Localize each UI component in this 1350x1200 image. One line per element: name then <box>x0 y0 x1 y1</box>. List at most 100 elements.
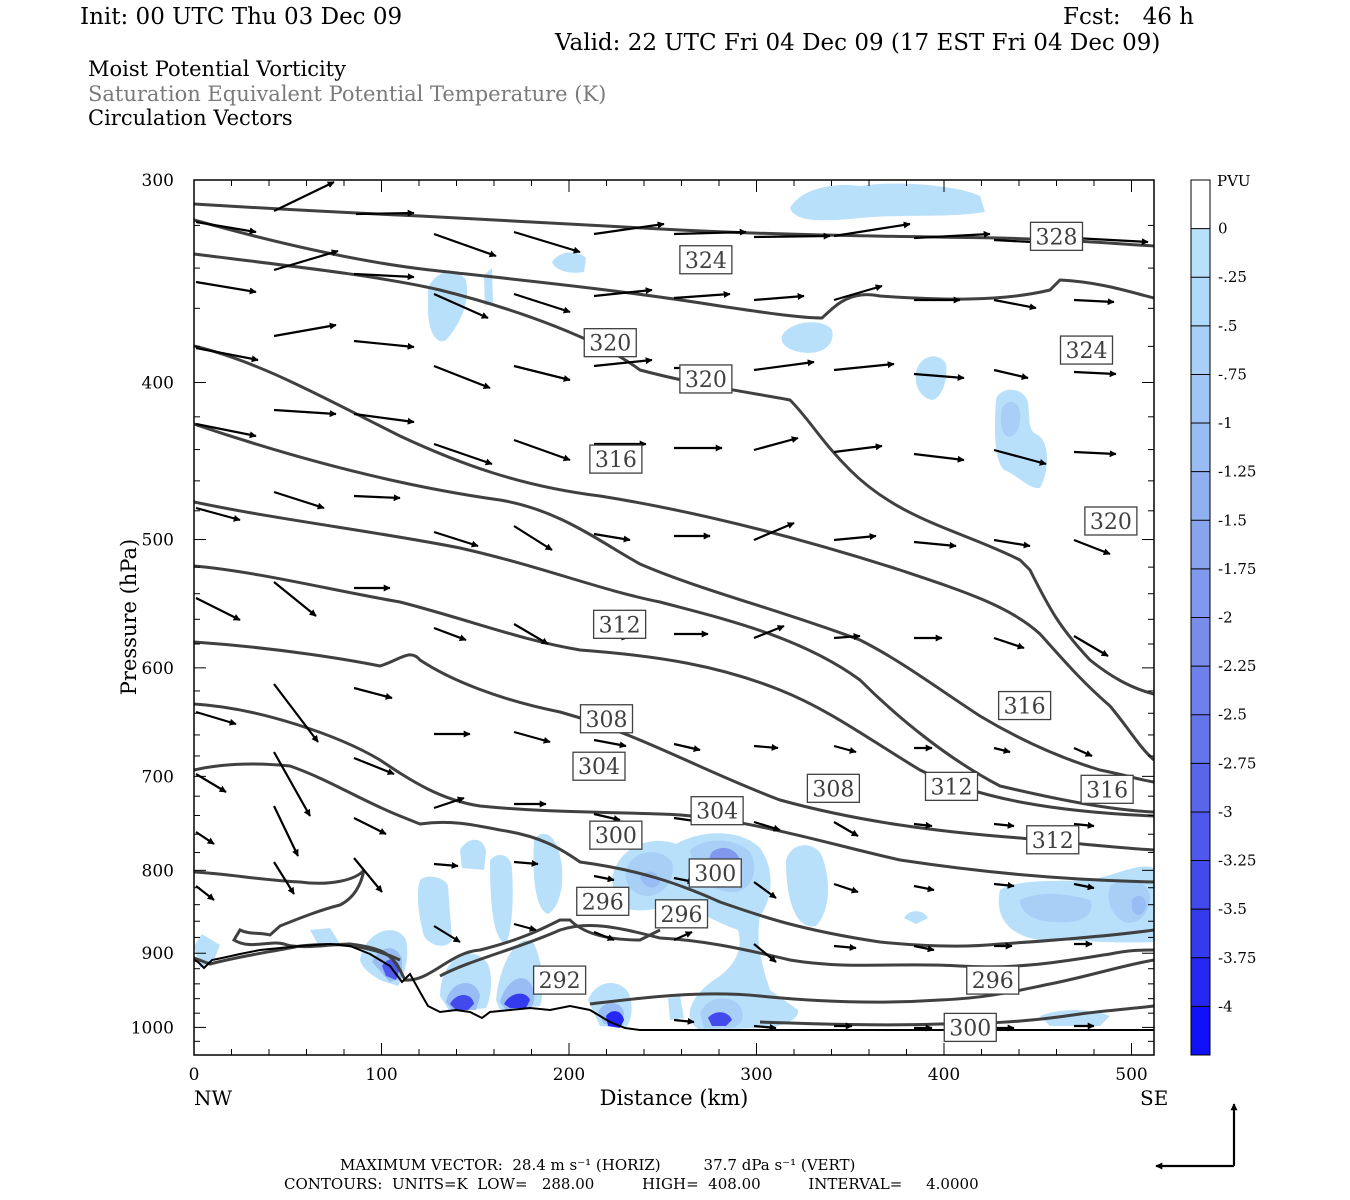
contour-label: 300 <box>688 858 742 888</box>
y-tick-label: 400 <box>142 373 174 393</box>
reference-vector-icon <box>1155 1103 1238 1170</box>
colorbar-labels: 0 -.25 -.5 -.75 -1 -1.25 -1.5 -1.75 -2 -2.25 -2.5 -… <box>1218 220 1256 1016</box>
colorbar-segment <box>1191 617 1210 667</box>
colorbar-segment <box>1191 811 1210 861</box>
colorbar-label: -.5 <box>1218 317 1237 335</box>
contour-label: 304 <box>690 796 744 826</box>
contour-label-box <box>579 704 634 734</box>
contour-label-text: 320 <box>685 368 727 393</box>
contour-label-box <box>679 245 733 275</box>
colorbar-segment <box>1191 325 1210 375</box>
contour-label: 300 <box>943 1012 997 1043</box>
colorbar-label: -2.75 <box>1218 754 1256 772</box>
contour-label-box <box>1026 825 1080 855</box>
contour-label-text: 316 <box>1086 778 1128 803</box>
contour-label-text: 312 <box>931 775 973 800</box>
y-tick-label: 1000 <box>131 1018 174 1038</box>
contour-label-text: 296 <box>972 969 1014 994</box>
contour-label-box <box>943 1012 997 1043</box>
contour-label-text: 312 <box>599 613 641 638</box>
y-tick-label: 800 <box>142 861 174 881</box>
colorbar-segment <box>1191 666 1210 715</box>
y-tick-label: 900 <box>142 944 174 964</box>
x-tick-label: 400 <box>928 1065 960 1085</box>
contour-label-text: 328 <box>1036 225 1078 250</box>
contour-label-text: 300 <box>595 824 637 849</box>
contour-label: 328 <box>1029 221 1084 251</box>
title-theta-es: Saturation Equivalent Potential Temperat… <box>88 82 607 106</box>
contour-label-text: 296 <box>582 890 624 915</box>
contour-label: 316 <box>1080 774 1134 804</box>
contour-label-text: 304 <box>696 800 738 825</box>
contour-label-text: 324 <box>1066 339 1108 364</box>
contour-label-box <box>592 609 647 639</box>
colorbar-segment <box>1191 520 1210 569</box>
title-vectors: Circulation Vectors <box>88 106 293 130</box>
y-axis-title: Pressure (hPa) <box>117 539 141 695</box>
contour-label-box <box>532 965 587 995</box>
colorbar-segment <box>1191 860 1210 910</box>
x-tick-label: 300 <box>740 1065 772 1085</box>
contour-label: 324 <box>679 245 733 275</box>
x-tick-label: 0 <box>189 1065 200 1085</box>
contour-label-box <box>966 965 1020 995</box>
y-tick-labels: 300 400 500 600 700 800 900 1000 <box>131 171 174 1038</box>
terrain-line <box>194 942 1154 1031</box>
contour-label: 296 <box>966 965 1020 995</box>
contour-label: 308 <box>579 704 634 734</box>
x-axis-right-end-label: SE <box>1140 1086 1168 1110</box>
contour-label-box <box>589 820 643 850</box>
contour-label-text: 312 <box>1032 829 1074 854</box>
colorbar-label: -3.25 <box>1218 852 1256 870</box>
contour-label-box <box>572 751 626 781</box>
contour-labels: 328 324 324 320 320 320 316 316 316 312 312 312 308 3… <box>532 221 1138 1043</box>
contour-label-box <box>1029 221 1084 251</box>
contour-label-text: 304 <box>578 755 620 780</box>
contour-label: 312 <box>924 771 979 801</box>
colorbar-label: -1.25 <box>1218 463 1256 481</box>
title-mpv: Moist Potential Vorticity <box>88 57 346 81</box>
contour-label-text: 320 <box>1090 510 1132 535</box>
colorbar-label: -4 <box>1218 997 1233 1015</box>
colorbar-label: -2 <box>1218 609 1233 627</box>
colorbar-segment <box>1191 423 1210 472</box>
colorbar-label: 0 <box>1218 220 1228 238</box>
y-tick-label: 600 <box>142 659 174 679</box>
colorbar-label: -3 <box>1218 803 1233 821</box>
colorbar-label: -1.5 <box>1218 511 1247 529</box>
y-tick-label: 300 <box>142 171 174 191</box>
contour-label-box <box>806 773 861 803</box>
contour-label-box <box>583 328 637 358</box>
contour-label-box <box>1084 506 1138 536</box>
contour-label-box <box>997 690 1052 721</box>
colorbar-segment <box>1191 374 1210 424</box>
x-tick-label: 200 <box>553 1065 585 1085</box>
x-axis-left-end-label: NW <box>194 1086 233 1110</box>
colorbar-segment <box>1191 763 1210 812</box>
max-vector-info: MAXIMUM VECTOR: 28.4 m s⁻¹ (HORIZ) 37.7 … <box>340 1156 856 1174</box>
contour-label-text: 300 <box>694 862 736 887</box>
contour-label-box <box>654 899 709 929</box>
contour-label-box <box>1059 335 1114 365</box>
contour-label-text: 324 <box>685 249 727 274</box>
contour-label: 312 <box>592 609 647 639</box>
colorbar-label: -1 <box>1218 414 1233 432</box>
colorbar-segment <box>1191 277 1210 326</box>
contour-label: 296 <box>654 899 709 929</box>
contour-label-text: 308 <box>586 708 628 733</box>
colorbar-segment <box>1191 568 1210 618</box>
colorbar-segment <box>1191 714 1210 764</box>
x-axis-title: Distance (km) <box>600 1086 749 1110</box>
contour-label-box <box>924 771 979 801</box>
contour-label-text: 316 <box>595 448 637 473</box>
contour-label-box <box>1080 774 1134 804</box>
contour-label-box <box>688 858 742 888</box>
y-tick-label: 500 <box>142 531 174 551</box>
contour-label: 320 <box>1084 506 1138 536</box>
contour-label-text: 308 <box>812 777 854 802</box>
init-time: Init: 00 UTC Thu 03 Dec 09 <box>80 4 403 30</box>
contour-label: 320 <box>679 364 733 394</box>
contour-label-box <box>589 444 643 474</box>
colorbar-segment <box>1191 909 1210 958</box>
